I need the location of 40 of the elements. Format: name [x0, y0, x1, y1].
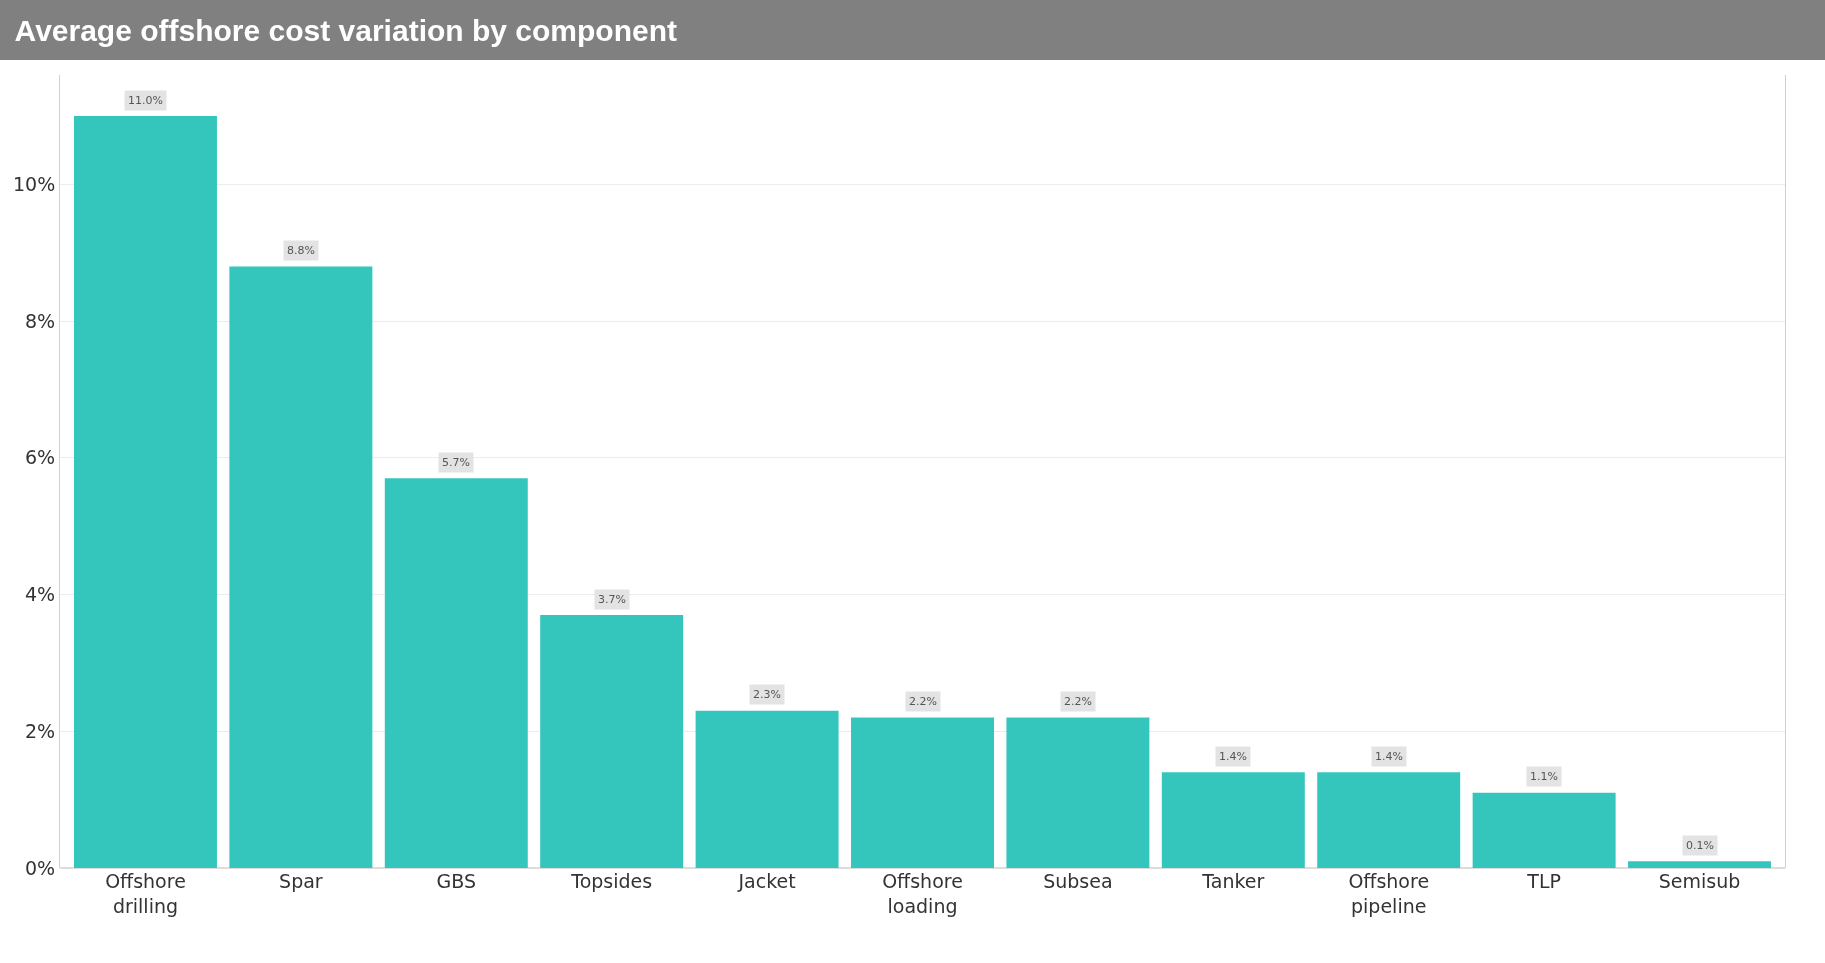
- x-tick-label: Semisub: [1658, 870, 1741, 892]
- y-tick-label: 10%: [12, 173, 56, 196]
- data-label: 3.7%: [598, 593, 626, 606]
- bar: [73, 116, 217, 868]
- bar: [540, 615, 684, 868]
- data-label: 2.3%: [753, 688, 781, 701]
- data-label: 2.2%: [909, 695, 937, 708]
- data-label: 8.8%: [287, 244, 315, 257]
- data-label: 1.4%: [1219, 750, 1247, 763]
- x-tick-label: Tanker: [1201, 870, 1265, 892]
- y-tick-label: 4%: [25, 583, 56, 606]
- x-tick-label: Spar: [279, 870, 323, 892]
- x-tick-label: TLP: [1526, 870, 1561, 892]
- bar: [1317, 772, 1461, 868]
- y-tick-label: 8%: [25, 309, 56, 332]
- x-tick-label: GBS: [436, 870, 477, 892]
- y-tick-label: 2%: [25, 719, 56, 742]
- bar: [384, 478, 528, 868]
- bar: [695, 710, 839, 868]
- bar: [1472, 792, 1616, 868]
- data-label: 0.1%: [1686, 839, 1714, 852]
- chart-title: Average offshore cost variation by component: [14, 14, 677, 48]
- x-tick-label: Offshore drilling: [105, 870, 186, 917]
- x-tick-label: Offshore pipeline: [1348, 870, 1430, 917]
- x-tick-label: Jacket: [737, 870, 796, 892]
- x-tick-label: Offshore loading: [882, 870, 963, 917]
- data-label: 11.0%: [128, 94, 163, 107]
- data-label: 1.1%: [1530, 770, 1558, 783]
- bar: [851, 717, 994, 868]
- y-tick-label: 6%: [25, 446, 56, 469]
- x-tick-label: Topsides: [570, 870, 653, 892]
- data-label: 1.4%: [1375, 750, 1403, 763]
- data-label: 2.2%: [1064, 695, 1092, 708]
- data-label: 5.7%: [442, 456, 470, 469]
- x-tick-label: Subsea: [1043, 870, 1113, 892]
- bar: [229, 266, 373, 868]
- bar: [1161, 772, 1305, 868]
- bar: [1006, 717, 1150, 868]
- y-tick-label: 0%: [25, 856, 56, 879]
- bar: [1628, 861, 1772, 868]
